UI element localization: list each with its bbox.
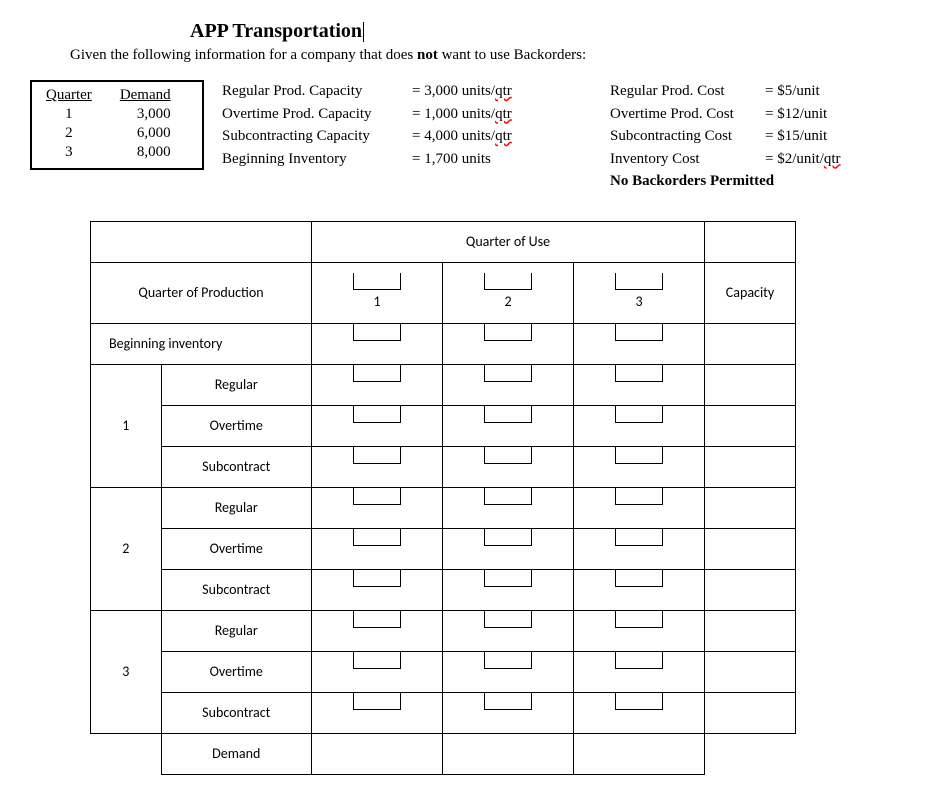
cost-row: Subcontracting Cost = $15/unit bbox=[610, 125, 841, 148]
table-row: Overtime bbox=[91, 651, 796, 692]
demand-q: 1 bbox=[42, 105, 116, 124]
cost-row: Regular Prod. Cost = $5/unit bbox=[610, 80, 841, 103]
row-type: Subcontract bbox=[161, 446, 312, 487]
row-type: Regular bbox=[161, 610, 312, 651]
capacities-list: Regular Prod. Capacity = 3,000 units/qtr… bbox=[222, 80, 562, 170]
table-row: Beginning inventory bbox=[91, 323, 796, 364]
subtitle: Given the following information for a co… bbox=[70, 47, 905, 64]
row-type: Overtime bbox=[161, 528, 312, 569]
demand-d: 6,000 bbox=[116, 124, 181, 143]
capacity-col-header: Capacity bbox=[705, 262, 796, 323]
col-label-2: 2 bbox=[443, 262, 574, 323]
cost-row: Inventory Cost = $2/unit/qtr bbox=[610, 148, 841, 171]
cost-label: Subcontracting Cost bbox=[610, 125, 765, 148]
table-row: Overtime bbox=[91, 528, 796, 569]
capacity-label: Overtime Prod. Capacity bbox=[222, 103, 412, 126]
cost-label: Inventory Cost bbox=[610, 148, 765, 171]
demand-table-box: Quarter Demand 1 3,000 2 6,000 3 8,000 bbox=[30, 80, 204, 170]
cost-row: Overtime Prod. Cost = $12/unit bbox=[610, 103, 841, 126]
capacity-value: = 1,000 units/qtr bbox=[412, 103, 512, 126]
subtitle-pre: Given the following information for a co… bbox=[70, 47, 417, 63]
subtitle-bold: not bbox=[417, 47, 438, 63]
transportation-table: Quarter of Use Quarter of Production 1 2… bbox=[90, 221, 796, 775]
subtitle-post: want to use Backorders: bbox=[438, 47, 586, 63]
cost-value: = $5/unit bbox=[765, 80, 820, 103]
demand-hdr-quarter: Quarter bbox=[42, 86, 116, 105]
demand-q: 2 bbox=[42, 124, 116, 143]
cost-value: = $15/unit bbox=[765, 125, 827, 148]
info-block: Quarter Demand 1 3,000 2 6,000 3 8,000 R… bbox=[30, 80, 905, 193]
table-row: 3 Regular bbox=[91, 610, 796, 651]
col-label-1: 1 bbox=[312, 262, 443, 323]
table-row: Subcontract bbox=[91, 446, 796, 487]
capacity-row: Beginning Inventory = 1,700 units bbox=[222, 148, 562, 171]
row-type: Subcontract bbox=[161, 569, 312, 610]
demand-row-label: Demand bbox=[161, 733, 312, 774]
capacity-value: = 3,000 units/qtr bbox=[412, 80, 512, 103]
qou-header: Quarter of Use bbox=[312, 221, 705, 262]
demand-d: 3,000 bbox=[116, 105, 181, 124]
qop-header: Quarter of Production bbox=[91, 262, 312, 323]
page-title: APP Transportation bbox=[190, 20, 905, 43]
table-row: Overtime bbox=[91, 405, 796, 446]
capacity-label: Subcontracting Capacity bbox=[222, 125, 412, 148]
cost-label: Regular Prod. Cost bbox=[610, 80, 765, 103]
table-row: Subcontract bbox=[91, 569, 796, 610]
quarter-group-2: 2 bbox=[91, 487, 162, 610]
demand-row: 2 6,000 bbox=[42, 124, 181, 143]
demand-hdr-demand: Demand bbox=[116, 86, 181, 105]
cost-value: = $2/unit/qtr bbox=[765, 148, 841, 171]
capacity-row: Regular Prod. Capacity = 3,000 units/qtr bbox=[222, 80, 562, 103]
demand-row: 1 3,000 bbox=[42, 105, 181, 124]
capacity-row: Subcontracting Capacity = 4,000 units/qt… bbox=[222, 125, 562, 148]
row-type: Beginning inventory bbox=[91, 323, 312, 364]
row-type: Subcontract bbox=[161, 692, 312, 733]
cost-value: = $12/unit bbox=[765, 103, 827, 126]
capacity-label: Regular Prod. Capacity bbox=[222, 80, 412, 103]
capacity-value: = 4,000 units/qtr bbox=[412, 125, 512, 148]
row-type: Regular bbox=[161, 487, 312, 528]
costs-list: Regular Prod. Cost = $5/unit Overtime Pr… bbox=[610, 80, 841, 193]
capacity-row: Overtime Prod. Capacity = 1,000 units/qt… bbox=[222, 103, 562, 126]
capacity-label: Beginning Inventory bbox=[222, 148, 412, 171]
quarter-group-3: 3 bbox=[91, 610, 162, 733]
demand-table: Quarter Demand 1 3,000 2 6,000 3 8,000 bbox=[42, 86, 181, 162]
table-row: Subcontract bbox=[91, 692, 796, 733]
row-type: Overtime bbox=[161, 405, 312, 446]
cost-label: Overtime Prod. Cost bbox=[610, 103, 765, 126]
demand-row: Demand bbox=[91, 733, 796, 774]
row-type: Overtime bbox=[161, 651, 312, 692]
table-row: 1 Regular bbox=[91, 364, 796, 405]
capacity-value: = 1,700 units bbox=[412, 148, 491, 171]
no-backorders-note: No Backorders Permitted bbox=[610, 170, 841, 193]
col-label-3: 3 bbox=[574, 262, 705, 323]
quarter-group-1: 1 bbox=[91, 364, 162, 487]
demand-d: 8,000 bbox=[116, 143, 181, 162]
table-row: 2 Regular bbox=[91, 487, 796, 528]
demand-q: 3 bbox=[42, 143, 116, 162]
demand-row: 3 8,000 bbox=[42, 143, 181, 162]
row-type: Regular bbox=[161, 364, 312, 405]
